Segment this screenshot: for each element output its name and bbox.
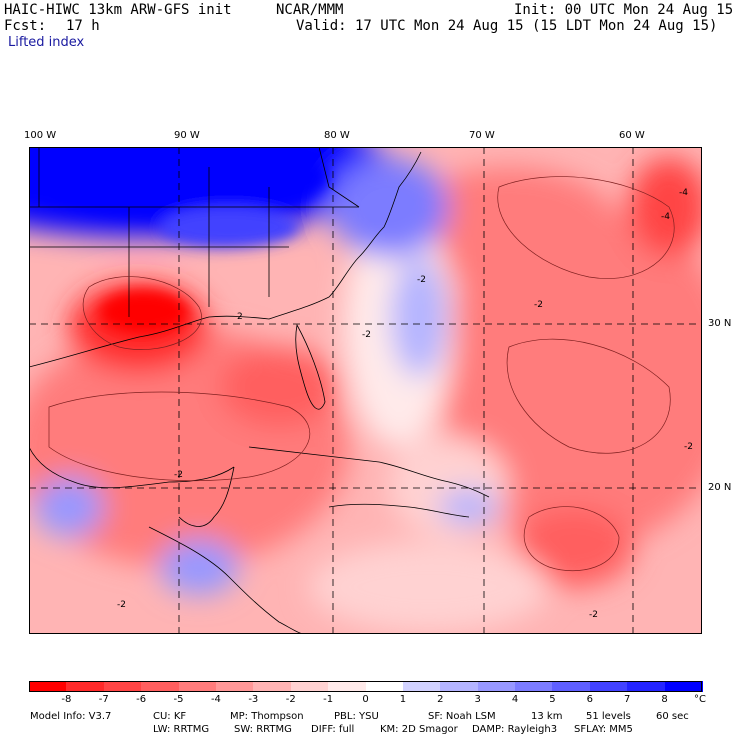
- colorbar-swatch: [253, 681, 292, 692]
- surface-layer-scheme: SFLAY: MM5: [574, 724, 633, 735]
- model-version: Model Info: V3.7: [30, 711, 112, 722]
- contour-label: -2: [174, 470, 183, 480]
- colorbar-label: -6: [136, 694, 147, 705]
- eddy-coefficient: KM: 2D Smagor: [380, 724, 458, 735]
- colorbar-label: 3: [474, 694, 481, 705]
- lon-label-60w: 60 W: [619, 130, 645, 141]
- contour-label: -2: [684, 442, 693, 452]
- lifted-index-map: -4 -4 -2 -2 -2 -2 2 -2 -2 -2: [29, 147, 702, 634]
- shortwave-scheme: SW: RRTMG: [234, 724, 292, 735]
- colorbar-label: -2: [285, 694, 296, 705]
- field-name: Lifted index: [8, 35, 85, 50]
- field-detail: [29, 147, 329, 334]
- lon-label-70w: 70 W: [469, 130, 495, 141]
- longwave-scheme: LW: RRTMG: [153, 724, 210, 735]
- lat-lon-grid: [29, 147, 702, 634]
- map-frame: [29, 147, 702, 634]
- contour-label: -2: [534, 300, 543, 310]
- grid-spacing: 13 km: [531, 711, 563, 722]
- colorbar-swatch: [178, 681, 217, 692]
- surface-scheme: SF: Noah LSM: [428, 711, 496, 722]
- vertical-levels: 51 levels: [586, 711, 631, 722]
- colorbar-unit: °C: [694, 694, 706, 705]
- colorbar-swatch: [328, 681, 367, 692]
- contour-label: -2: [362, 330, 371, 340]
- field-shading: [29, 147, 702, 632]
- init-time: Init: 00 UTC Mon 24 Aug 15: [514, 2, 734, 18]
- colorbar-swatch: [29, 681, 67, 692]
- colorbar-label: 0: [362, 694, 369, 705]
- time-step: 60 sec: [656, 711, 689, 722]
- colorbar-label: -1: [323, 694, 334, 705]
- colorbar-label: -3: [248, 694, 259, 705]
- contour-label: 2: [237, 312, 243, 322]
- colorbar-label: 6: [586, 694, 594, 705]
- colorbar-label: -8: [61, 694, 72, 705]
- colorbar-swatch: [365, 681, 404, 692]
- colorbar-swatch: [552, 681, 591, 692]
- colorbar-label: 4: [511, 694, 519, 705]
- colorbar-label: 1: [399, 694, 407, 705]
- colorbar-swatch: [589, 681, 628, 692]
- colorbar-swatch: [66, 681, 105, 692]
- colorbar-swatch: [215, 681, 254, 692]
- colorbar-label: 7: [624, 694, 631, 705]
- colorbar-label: -5: [173, 694, 184, 705]
- coastlines: [29, 147, 490, 634]
- colorbar-label: -7: [98, 694, 109, 705]
- colorbar-label: 8: [661, 694, 668, 705]
- colorbar-label: -4: [210, 694, 221, 705]
- colorbar-swatch: [141, 681, 180, 692]
- colorbar-swatch: [290, 681, 329, 692]
- contour-lines: [48, 176, 675, 572]
- diffusion-option: DIFF: full: [311, 724, 355, 735]
- cumulus-scheme: CU: KF: [153, 711, 187, 722]
- pbl-scheme: PBL: YSU: [334, 711, 379, 722]
- forecast-label: Fcst:: [4, 18, 47, 34]
- microphysics-scheme: MP: Thompson: [230, 711, 304, 722]
- colorbar-swatch: [664, 681, 703, 692]
- valid-time: Valid: 17 UTC Mon 24 Aug 15 (15 LDT Mon …: [296, 18, 718, 34]
- lon-label-90w: 90 W: [174, 130, 200, 141]
- colorbar-swatch: [477, 681, 516, 692]
- lat-label-20n: 20 N: [708, 482, 732, 493]
- colorbar-swatch: [515, 681, 554, 692]
- contour-label: -4: [679, 188, 688, 198]
- colorbar-swatch: [627, 681, 666, 692]
- colorbar-swatch: [440, 681, 479, 692]
- lat-label-30n: 30 N: [708, 318, 732, 329]
- damping-option: DAMP: Rayleigh3: [472, 724, 558, 735]
- model-title: HAIC-HIWC 13km ARW-GFS init: [4, 2, 232, 18]
- colorbar-swatch: [103, 681, 142, 692]
- organization-label: NCAR/MMM: [276, 2, 344, 18]
- contour-label: -4: [661, 212, 670, 222]
- colorbar-frame: [29, 681, 702, 692]
- lon-label-80w: 80 W: [324, 130, 350, 141]
- colorbar-swatch: [402, 681, 441, 692]
- contour-label: -2: [589, 610, 598, 620]
- colorbar-label: 2: [437, 694, 444, 705]
- colorbar-label: 5: [549, 694, 556, 705]
- forecast-hour: 17 h: [66, 18, 100, 34]
- contour-label: -2: [117, 600, 126, 610]
- lon-label-100w: 100 W: [24, 130, 57, 141]
- contour-label: -2: [417, 275, 426, 285]
